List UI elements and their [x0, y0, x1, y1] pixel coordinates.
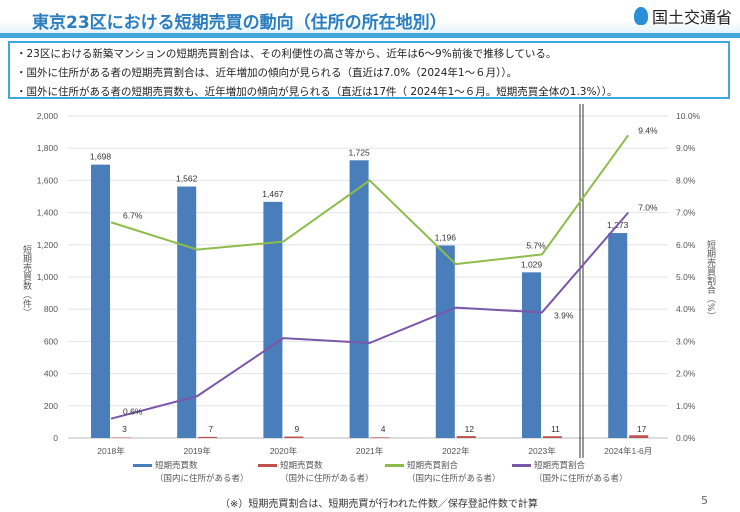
bar — [629, 435, 649, 438]
y2-tick-label: 5.0% — [676, 272, 696, 282]
y2-tick-label: 2.0% — [676, 369, 696, 379]
legend-item: 短期売買数 （国外に住所がある者） — [258, 460, 374, 486]
data-label: 7.0% — [638, 203, 658, 213]
legend-item: 短期売買割合 （国外に住所がある者） — [512, 460, 628, 486]
y2-tick-label: 1.0% — [676, 401, 696, 411]
data-label: 9 — [295, 424, 300, 434]
data-label: 6.7% — [123, 210, 143, 220]
y2-tick-label: 7.0% — [676, 208, 696, 218]
header-rule — [0, 33, 740, 38]
bar — [198, 436, 218, 438]
bar — [91, 164, 110, 438]
x-tick-label: 2018年 — [97, 446, 125, 456]
page-number: 5 — [701, 494, 708, 507]
data-label: 12 — [465, 424, 475, 434]
bar — [349, 160, 369, 438]
x-tick-label: 2022年 — [442, 446, 470, 456]
y2-tick-label: 8.0% — [676, 175, 696, 185]
legend-item: 短期売買数 （国内に住所がある者） — [133, 460, 249, 486]
x-tick-label: 2020年 — [270, 446, 298, 456]
series-line — [110, 134, 630, 266]
y-tick-label: 800 — [44, 304, 58, 314]
data-label: 17 — [637, 424, 647, 434]
y2-axis-label: 短期売買割合（%） — [705, 240, 715, 321]
page-title: 東京23区における短期売買の動向（住所の所在地別） — [32, 13, 447, 33]
chart: 0 200 400 600 800 1,000 1,200 1,400 1,600 1,800 2,… — [37, 104, 701, 458]
data-label: 1,725 — [348, 147, 370, 157]
bar — [263, 201, 283, 438]
y2-tick-label: 0.0% — [676, 433, 696, 443]
bar — [435, 245, 455, 438]
x-tick-label: 2023年 — [528, 446, 556, 456]
bar — [370, 437, 390, 438]
y-tick-label: 1,800 — [37, 143, 59, 153]
data-label: 1,562 — [176, 174, 198, 184]
summary-box: ・23区における新築マンションの短期売買割合は、その利便性の高さ等から、近年は6… — [8, 41, 730, 99]
data-label: 1,698 — [90, 152, 112, 162]
y-tick-label: 400 — [44, 369, 58, 379]
bar — [543, 436, 562, 438]
y-tick-label: 2,000 — [37, 111, 59, 121]
footnote: （※）短期売買割合は、短期売買が行われた件数／保存登記件数で計算 — [220, 499, 538, 510]
y2-tick-label: 4.0% — [676, 304, 696, 314]
x-tick-label: 2019年 — [183, 446, 211, 456]
y-axis-label: 短期売買数（件） — [21, 245, 31, 317]
bullet: ・国外に住所がある者の短期売買数も、近年増加の傾向が見られる（直近は17件（ 2… — [16, 86, 618, 98]
logo-icon — [633, 7, 648, 25]
bar — [177, 186, 197, 438]
data-label: 1,029 — [521, 259, 543, 269]
data-label: 0.6% — [123, 407, 143, 417]
x-tick-label: 2024年1-6月 — [604, 446, 652, 456]
data-label: 4 — [381, 424, 386, 434]
y-tick-label: 1,600 — [37, 175, 59, 185]
x-tick-label: 2021年 — [356, 446, 384, 456]
data-label: 11 — [551, 424, 560, 434]
data-label: 3 — [122, 424, 127, 434]
y2-tick-label: 9.0% — [676, 143, 696, 153]
header — [0, 0, 740, 36]
data-label: 1,196 — [435, 232, 457, 242]
y-tick-label: 1,000 — [37, 272, 59, 282]
logo-text: 国土交通省 — [651, 8, 732, 27]
y-tick-label: 600 — [44, 336, 58, 346]
mlit-logo: 国土交通省 — [633, 4, 732, 28]
y-tick-label: 1,400 — [37, 208, 59, 218]
bullet: ・23区における新築マンションの短期売買割合は、その利便性の高さ等から、近年は6… — [16, 48, 557, 60]
data-label: 1,467 — [262, 189, 284, 199]
bar — [608, 233, 628, 438]
data-label: 5.7% — [526, 240, 546, 250]
bullet: ・国外に住所がある者の短期売買割合は、近年増加の傾向が見られる（直近は7.0%（… — [16, 67, 518, 79]
y2-tick-label: 6.0% — [676, 240, 696, 250]
data-label: 3.9% — [554, 310, 574, 320]
y-tick-label: 1,200 — [37, 240, 59, 250]
y2-tick-label: 3.0% — [676, 336, 696, 346]
legend-item: 短期売買割合 （国内に住所がある者） — [385, 460, 501, 486]
data-label: 7 — [208, 424, 213, 434]
bar — [522, 272, 541, 438]
y2-tick-label: 10.0% — [676, 111, 701, 121]
bar — [284, 436, 304, 438]
bar — [456, 436, 476, 438]
y-tick-label: 200 — [44, 401, 58, 411]
data-label: 9.4% — [638, 125, 658, 135]
series-line — [110, 211, 629, 420]
y-tick-label: 0 — [53, 433, 58, 443]
